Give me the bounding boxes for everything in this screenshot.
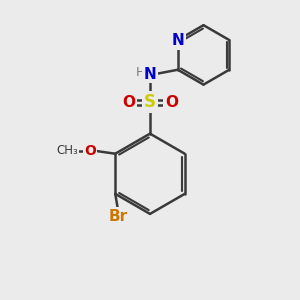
Text: H: H bbox=[135, 66, 145, 79]
Text: N: N bbox=[144, 67, 156, 82]
Text: Br: Br bbox=[109, 208, 128, 224]
Text: O: O bbox=[122, 95, 135, 110]
Text: O: O bbox=[84, 144, 96, 158]
Text: S: S bbox=[144, 93, 156, 111]
Text: N: N bbox=[171, 32, 184, 47]
Text: CH₃: CH₃ bbox=[57, 144, 79, 157]
Text: O: O bbox=[165, 95, 178, 110]
